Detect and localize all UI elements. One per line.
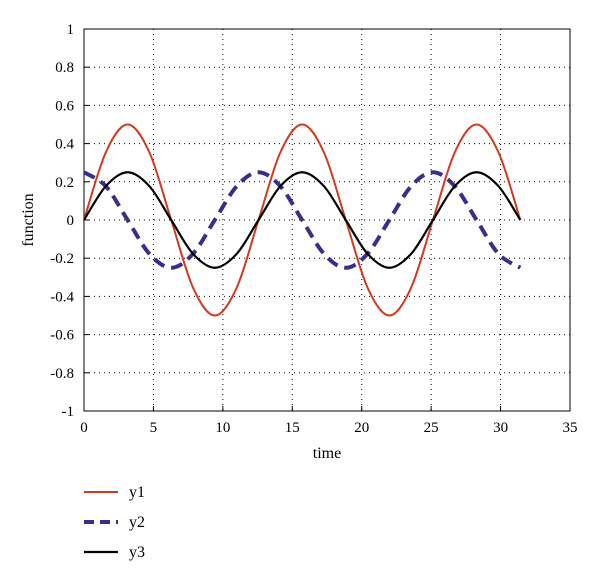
series-line-y2	[82, 170, 522, 270]
y-axis-label: function	[20, 193, 37, 246]
grid	[84, 29, 570, 411]
legend-item-y1: y1	[84, 484, 145, 501]
y-tick-label: 0.8	[55, 60, 74, 76]
y-tick-label: 1	[67, 22, 75, 38]
x-tick-label: 5	[150, 420, 158, 436]
x-tick-label: 15	[285, 420, 300, 436]
series-line-y1	[83, 123, 522, 317]
axis-ticks: 0 5 10 15 20 25 30 35 -1 -0.8 -0.6 -0.4 -0.2 0 0.2 0.4 0…	[50, 22, 577, 436]
y-tick-label: 0.6	[55, 98, 74, 114]
y-tick-label: -1	[62, 404, 75, 420]
legend-label-y2: y2	[129, 514, 145, 531]
legend-label-y1: y1	[129, 484, 145, 501]
y-tick-label: 0	[67, 213, 75, 229]
legend-item-y3: y3	[84, 544, 145, 561]
series-lines	[82, 123, 522, 317]
y-tick-label: -0.6	[50, 328, 74, 344]
legend: y1 y2 y3	[84, 484, 145, 561]
legend-label-y3: y3	[129, 544, 145, 561]
series-line-y3	[83, 171, 522, 269]
x-tick-label: 0	[80, 420, 88, 436]
legend-item-y2: y2	[84, 514, 145, 531]
y-tick-label: 0.2	[55, 175, 74, 191]
y-tick-label: -0.2	[50, 251, 74, 267]
x-tick-label: 25	[424, 420, 439, 436]
x-axis-label: time	[313, 445, 341, 462]
y-tick-label: 0.4	[55, 137, 74, 153]
plot-frame	[83, 28, 571, 412]
x-tick-label: 20	[354, 420, 369, 436]
y-tick-label: -0.8	[50, 366, 74, 382]
x-tick-label: 35	[563, 420, 578, 436]
x-tick-label: 30	[493, 420, 508, 436]
x-tick-label: 10	[215, 420, 230, 436]
y-tick-label: -0.4	[50, 289, 74, 305]
